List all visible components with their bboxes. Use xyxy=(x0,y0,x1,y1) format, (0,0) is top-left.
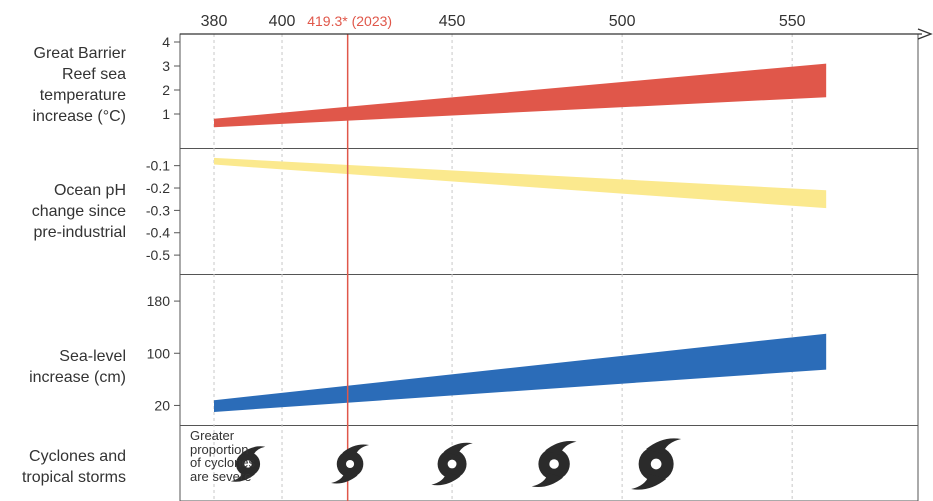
cyclone-icon-arm-top xyxy=(443,442,473,456)
cyclone-icon xyxy=(331,444,370,484)
current-co2-marker: 419.3* (2023) xyxy=(307,13,392,501)
ph-tick-label: -0.3 xyxy=(146,202,170,218)
temperature-tick-label: 1 xyxy=(162,106,170,122)
sea_level-tick-label: 180 xyxy=(147,293,171,309)
marker-label: 419.3* (2023) xyxy=(307,13,392,29)
cyclone-icon-arm-top xyxy=(545,440,577,456)
cyclone-icon-arm-top xyxy=(342,444,370,457)
x-tick-label-380: 380 xyxy=(201,13,228,30)
panel-y-ticks: 4 3 2 1 -0.1 -0.2 -0.3 -0.4 -0.5 180 100 20 xyxy=(146,34,180,413)
cyclone-severity-note: Greater proportion of cyclones are sever… xyxy=(190,428,256,484)
x-tick-label-400: 400 xyxy=(269,13,296,30)
co2-axis: 380 400 450 500 550 xyxy=(180,13,933,40)
cyclone-icon xyxy=(230,446,266,482)
cyclone-icon-arm-bottom xyxy=(230,470,255,482)
x-tick-label-500: 500 xyxy=(609,13,636,30)
cyclone-icons xyxy=(230,438,682,490)
temperature-band xyxy=(214,63,827,128)
x-axis-arrow-icon xyxy=(917,28,933,40)
cyclones-panel-label: Cyclones and tropical storms xyxy=(21,448,126,486)
x-tick-label-550: 550 xyxy=(779,13,806,30)
sea-level-panel-label: Sea-level increase (cm) xyxy=(29,348,126,386)
cyclone-icon-arm-bottom xyxy=(331,471,358,484)
data-bands xyxy=(214,63,827,412)
temperature-tick-label: 4 xyxy=(162,34,170,50)
cyclone-icon-eye xyxy=(549,459,559,469)
ph-tick-label: -0.4 xyxy=(146,225,170,241)
cyclone-icon xyxy=(531,440,577,488)
cyclone-icon-arm-top xyxy=(241,446,266,458)
ph-tick-label: -0.5 xyxy=(146,247,170,263)
cyclone-icon-arm-bottom xyxy=(431,472,461,486)
cyclone-icon-eye xyxy=(345,459,355,469)
cyclone-icon-arm-top xyxy=(646,438,682,454)
sea_level-tick-label: 100 xyxy=(147,345,171,361)
cyclone-icon xyxy=(631,438,682,490)
cyclone-icon-eye xyxy=(244,460,252,468)
temperature-panel-label: Great Barrier Reef sea temperature incre… xyxy=(32,45,126,125)
cyclone-icon xyxy=(431,442,473,486)
temperature-tick-label: 3 xyxy=(162,58,170,74)
ph-band xyxy=(214,157,827,209)
cyclone-icon-eye xyxy=(650,458,662,470)
sea_level-band xyxy=(214,333,827,412)
x-tick-label-450: 450 xyxy=(439,13,466,30)
cyclone-icon-arm-bottom xyxy=(631,474,667,490)
temperature-tick-label: 2 xyxy=(162,82,170,98)
sea_level-tick-label: 20 xyxy=(154,397,170,413)
ph-tick-label: -0.2 xyxy=(146,180,170,196)
cyclone-icon-eye xyxy=(447,459,457,469)
ph-panel-label: Ocean pH change since pre-industrial xyxy=(31,182,126,241)
ph-tick-label: -0.1 xyxy=(146,158,170,174)
cyclone-icon-arm-bottom xyxy=(531,472,564,488)
